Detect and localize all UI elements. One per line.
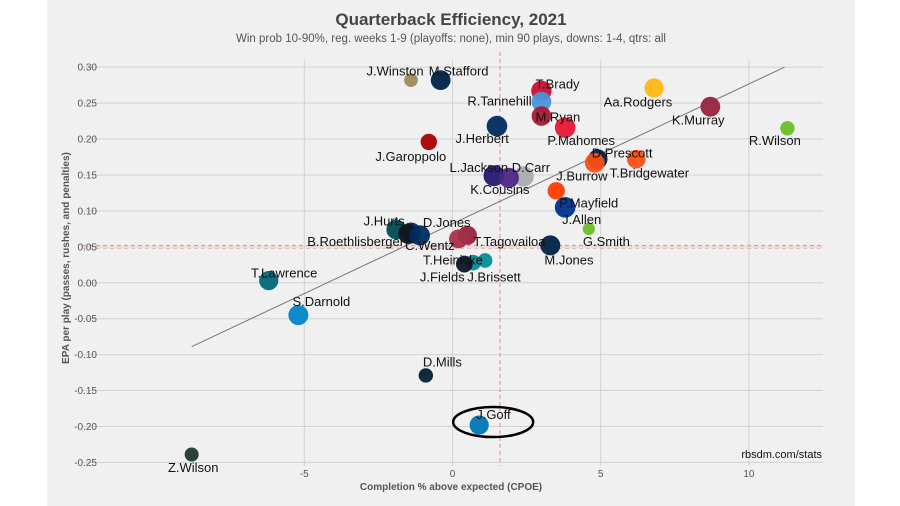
point-j-goff	[469, 415, 489, 435]
point-p-mayfield	[547, 182, 565, 200]
point-label: J.Fields	[420, 270, 465, 285]
point-j-brissett	[477, 253, 493, 268]
point-j-burrow	[584, 152, 605, 173]
trend-line	[191, 66, 785, 348]
point-label: Z.Wilson	[168, 460, 219, 475]
y-tick-label: 0.30	[78, 63, 98, 74]
point-label: P.Mayfield	[559, 196, 618, 211]
y-tick-label: -0.20	[74, 422, 97, 433]
point-s-darnold	[288, 305, 309, 326]
x-axis-label: Completion % above expected (CPOE)	[360, 482, 542, 493]
point-r-tannehill	[531, 91, 552, 112]
point-m-ryan	[531, 106, 552, 126]
point-label: J.Allen	[562, 212, 601, 227]
point-label: K.Murray	[672, 112, 725, 127]
x-tick-label: 5	[598, 469, 604, 480]
point-label: L.Jackson	[450, 160, 509, 175]
point-label: M.Stafford	[429, 63, 489, 78]
point-label: J.Garoppolo	[375, 149, 446, 164]
point-label: R.Tannehill	[467, 94, 531, 109]
grid	[82, 60, 823, 466]
point-label: M.Ryan	[535, 109, 580, 124]
point-label: D.Prescott	[592, 145, 653, 160]
scatter-plot: J.Winston M.Stafford T.Brady Aa.Rodgers R.Ta…	[61, 52, 823, 493]
point-label: J.Brissett	[467, 270, 521, 285]
point-r-wilson	[780, 121, 795, 136]
x-tick-label: -5	[300, 469, 309, 480]
point-label: T.Tagovailoa	[473, 234, 546, 249]
point-j-fields	[455, 255, 473, 273]
data-points	[184, 70, 795, 462]
point-d-carr	[513, 166, 534, 187]
y-tick-label: 0.20	[78, 135, 98, 146]
point-j-winston	[404, 73, 418, 88]
point-label: P.Mahomes	[547, 133, 615, 148]
point-label: R.Wilson	[749, 133, 801, 148]
point-m-stafford	[430, 70, 451, 91]
x-tick-label: 10	[743, 469, 755, 480]
point-t-bridgewater	[626, 149, 646, 169]
point-label: J.Herbert	[455, 131, 509, 146]
highlight-ellipse	[451, 405, 535, 439]
x-tick-label: 0	[450, 469, 456, 480]
reference-lines	[82, 52, 823, 466]
point-label: J.Goff	[476, 407, 511, 422]
point-k-cousins	[498, 167, 519, 188]
point-p-mahomes	[554, 117, 576, 138]
y-tick-label: -0.05	[74, 314, 97, 325]
point-t-tagovailoa-2	[449, 229, 468, 249]
y-tick-label: -0.15	[74, 386, 97, 397]
point-label: J.Winston	[367, 63, 424, 78]
point-z-wilson	[184, 447, 199, 462]
point-label: S.Darnold	[292, 294, 350, 309]
point-label: D.Jones	[423, 215, 471, 230]
y-tick-label: 0.00	[78, 278, 98, 289]
point-g-smith	[582, 222, 596, 236]
chart-figure: Quarterback Efficiency, 2021 Win prob 10…	[47, 0, 855, 506]
point-label: C.Wentz	[405, 238, 455, 253]
point-label: D.Mills	[423, 355, 462, 370]
y-tick-label: 0.05	[78, 242, 98, 253]
point-j-garoppolo	[420, 133, 437, 151]
chart-subtitle: Win prob 10-90%, reg. weeks 1-9 (playoff…	[236, 33, 666, 45]
point-j-herbert	[486, 115, 508, 137]
y-tick-label: -0.25	[74, 458, 97, 469]
y-tick-label: 0.10	[78, 206, 98, 217]
point-label: M.Jones	[544, 252, 594, 267]
point-d-mills	[418, 368, 434, 383]
point-label: T.Brady	[535, 76, 580, 91]
point-aa-rodgers	[644, 78, 664, 98]
y-tick-label: 0.15	[78, 170, 98, 181]
point-t-lawrence	[259, 271, 279, 291]
point-label: T.Bridgewater	[610, 166, 690, 181]
point-label: B.Roethlisberger	[307, 234, 404, 249]
y-axis-label: EPA per play (passes, rushes, and penalt…	[61, 152, 72, 364]
point-label: T.Heinicke	[423, 252, 483, 267]
y-tick-label: 0.25	[78, 99, 98, 110]
point-label: T.Lawrence	[251, 265, 317, 280]
point-c-wentz	[409, 225, 430, 246]
point-label: G.Smith	[583, 234, 630, 249]
point-label: J.Hurts	[364, 214, 406, 229]
chart-title: Quarterback Efficiency, 2021	[335, 10, 567, 29]
point-j-allen	[554, 197, 576, 218]
point-labels: J.Winston M.Stafford T.Brady Aa.Rodgers R.Ta…	[168, 63, 801, 475]
point-m-jones	[540, 235, 561, 256]
credit-text: rbsdm.com/stats	[741, 449, 822, 461]
point-label: Aa.Rodgers	[604, 94, 673, 109]
y-tick-label: -0.10	[74, 350, 97, 361]
point-label: D.Carr	[512, 160, 551, 175]
point-label: K.Cousins	[470, 182, 530, 197]
axes: Completion % above expected (CPOE) EPA p…	[61, 63, 822, 493]
point-k-murray	[700, 96, 721, 117]
point-label: J.Burrow	[556, 168, 608, 183]
